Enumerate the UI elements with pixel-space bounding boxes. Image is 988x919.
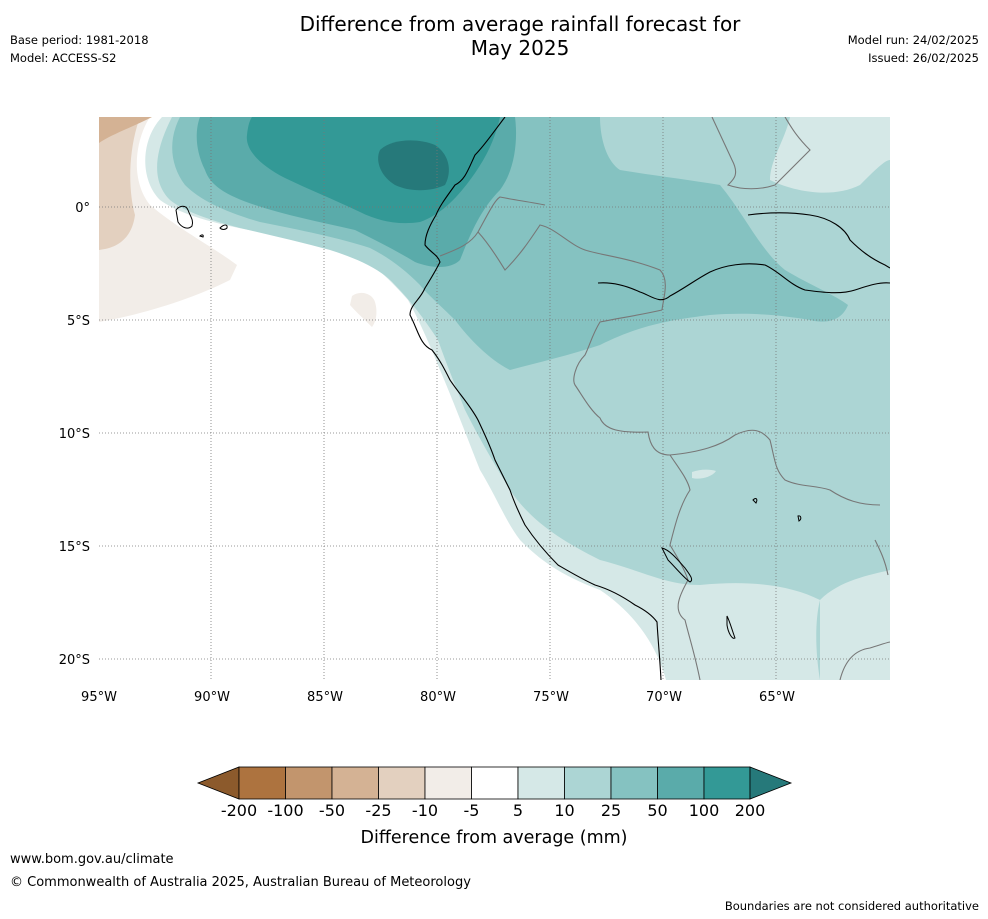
- dry-5-islet: [350, 292, 377, 327]
- amazon-delta-coast: [747, 212, 890, 269]
- lat-label: 0°: [75, 201, 90, 216]
- colorbar-labels: -200 -100 -50 -25 -10 -5 5 10 25 50 100 …: [221, 801, 765, 848]
- dry-25-region: [99, 117, 152, 143]
- colorbar-label: 50: [647, 801, 667, 820]
- boundary-colombia-venezuela: [711, 117, 811, 190]
- colorbar-label: 100: [689, 801, 720, 820]
- colorbar-label: -50: [319, 801, 345, 820]
- boundary-peru-colombia: [477, 224, 666, 311]
- colorbar-bin: [424, 766, 472, 800]
- boundary-colombia-ecuador: [439, 196, 546, 257]
- footer-disclaimer: Boundaries are not considered authoritat…: [724, 899, 979, 913]
- colorbar-label: 5: [513, 801, 523, 820]
- boundary-brazil-east: [839, 641, 890, 680]
- model-name: Model: ACCESS-S2: [10, 51, 117, 65]
- wet-5-south-lobe: [820, 570, 890, 680]
- islands: [175, 205, 802, 639]
- colorbar-label: 200: [735, 801, 766, 820]
- lon-label: 65°W: [759, 690, 795, 705]
- boundary-paraguay: [874, 539, 889, 576]
- boundary-peru-brazil: [573, 309, 691, 546]
- lake-small-1: [752, 498, 758, 504]
- lat-label: 5°S: [67, 314, 90, 329]
- colorbar-label: 10: [554, 801, 574, 820]
- lon-label: 90°W: [194, 690, 230, 705]
- coastline-west-south-america: [409, 117, 662, 680]
- lon-axis-labels: 95°W 90°W 85°W 80°W 75°W 70°W 65°W: [81, 690, 795, 705]
- island-chiloe-like: [726, 615, 736, 639]
- galapagos-island-small: [199, 234, 204, 238]
- rainfall-contours: [99, 117, 890, 680]
- footer-copyright: © Commonwealth of Australia 2025, Austra…: [10, 875, 471, 890]
- lake-small-2: [797, 515, 802, 522]
- colorbar-bin: [657, 766, 705, 800]
- colorbar-extend-low: [196, 766, 240, 800]
- lon-label: 85°W: [307, 690, 343, 705]
- colorbar-bin: [331, 766, 379, 800]
- graticule: [99, 117, 890, 680]
- colorbar-bin: [471, 766, 519, 800]
- title-line-1: Difference from average rainfall forecas…: [299, 12, 741, 36]
- footer-url: www.bom.gov.au/climate: [10, 852, 174, 867]
- lon-label: 80°W: [420, 690, 456, 705]
- galapagos-island-main: [175, 205, 193, 229]
- lon-label: 95°W: [81, 690, 117, 705]
- colorbar-bin: [703, 766, 751, 800]
- dry-5-region: [99, 117, 237, 322]
- colorbar-extend-high: [749, 766, 793, 800]
- colorbar-label: -200: [221, 801, 257, 820]
- boundary-bolivia-brazil: [669, 429, 881, 506]
- colorbar-bin: [378, 766, 426, 800]
- dry-10-region: [99, 117, 140, 250]
- lat-axis-labels: 0° 5°S 10°S 15°S 20°S: [59, 201, 90, 668]
- coastlines: [409, 117, 890, 680]
- title-line-2: May 2025: [470, 36, 570, 60]
- map-title: Difference from average rainfall forecas…: [220, 12, 820, 60]
- colorbar-bin: [517, 766, 565, 800]
- country-boundaries: [439, 117, 890, 680]
- meta-right: Model run: 24/02/2025 Issued: 26/02/2025: [848, 31, 979, 67]
- galapagos-island-east: [219, 224, 228, 230]
- lon-label: 70°W: [646, 690, 682, 705]
- model-run: Model run: 24/02/2025: [847, 33, 979, 47]
- colorbar-label: -25: [365, 801, 391, 820]
- wet-5-east-hole-small: [692, 469, 716, 479]
- colorbar-label: -100: [267, 801, 303, 820]
- colorbar-title: Difference from average (mm): [360, 828, 627, 848]
- map-panel: [99, 117, 890, 680]
- lat-label: 20°S: [59, 653, 90, 668]
- colorbar-bin: [564, 766, 612, 800]
- lat-label: 10°S: [59, 427, 90, 442]
- colorbar-label: -5: [464, 801, 480, 820]
- colorbar-label: -10: [412, 801, 438, 820]
- base-period: Base period: 1981-2018: [10, 33, 149, 47]
- lat-label: 15°S: [59, 540, 90, 555]
- colorbar-bin: [238, 766, 286, 800]
- issued-date: Issued: 26/02/2025: [868, 51, 979, 65]
- lon-label: 75°W: [533, 690, 569, 705]
- colorbar-label: 25: [601, 801, 621, 820]
- lake-titicaca: [661, 547, 693, 583]
- wet-200-region: [378, 140, 449, 191]
- amazon-river: [597, 263, 890, 301]
- wet-100-region: [246, 117, 500, 224]
- colorbar-bin: [610, 766, 658, 800]
- colorbar-bin: [285, 766, 333, 800]
- colorbar: [196, 766, 793, 800]
- meta-left: Base period: 1981-2018 Model: ACCESS-S2: [10, 31, 149, 67]
